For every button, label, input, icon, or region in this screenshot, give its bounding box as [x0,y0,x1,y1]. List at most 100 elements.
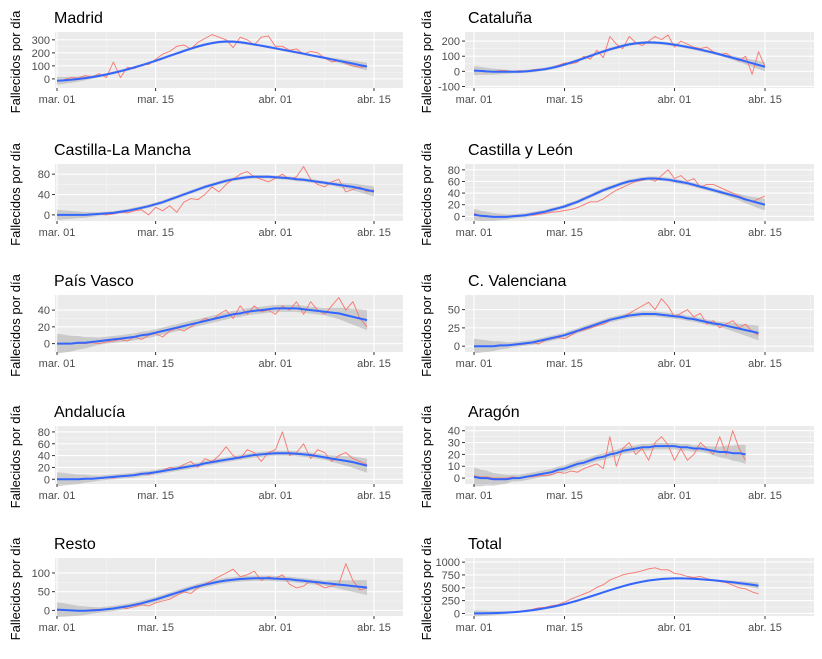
y-tick-label: 100 [32,568,50,580]
x-tick-label: mar. 01 [39,358,76,370]
y-tick-label: 750 [442,570,460,582]
panel-title: Total [468,536,502,553]
panel-title: Resto [54,536,96,553]
x-tick-label: mar. 15 [137,358,174,370]
y-tick-label: 200 [32,48,50,60]
y-tick-label: 80 [38,169,50,181]
y-tick-label: 40 [448,426,460,438]
y-tick-label: 20 [38,462,50,474]
x-tick-label: mar. 15 [546,227,583,239]
confidence-band [474,311,759,354]
plot-background [55,558,403,616]
y-tick-label: 40 [38,305,50,317]
confidence-band [57,304,367,354]
y-tick-label: 0 [454,211,460,223]
y-tick-label: 300 [32,35,50,47]
y-tick-label: 0 [454,341,460,353]
x-tick-label: mar. 15 [137,94,174,106]
x-tick-label: abr. 01 [259,490,293,502]
x-tick-label: abr. 15 [748,358,782,370]
x-tick-label: mar. 15 [137,490,174,502]
y-axis-label: Fallecidos por día [419,273,434,376]
x-tick-label: abr. 01 [658,227,692,239]
y-tick-label: 40 [38,190,50,202]
y-axis-label: Fallecidos por día [8,537,23,640]
x-tick-label: abr. 15 [357,94,391,106]
y-axis-label: Fallecidos por día [8,273,23,376]
x-tick-label: mar. 01 [39,227,76,239]
y-tick-label: 100 [442,51,460,63]
y-tick-label: 20 [448,449,460,461]
x-tick-label: mar. 15 [137,227,174,239]
panel-title: Castilla y León [468,142,573,159]
x-tick-label: abr. 01 [259,94,293,106]
plot-background [465,295,814,352]
x-tick-label: mar. 15 [137,622,174,634]
plot-background [465,558,814,616]
panel-pais-vasco: 0 20 40 mar. 01 mar. 15 abr. 01 abr. 15 País Va… [8,273,403,377]
y-tick-label: 0 [454,608,460,620]
trend-line [56,40,368,82]
panel-title: C. Valenciana [468,273,567,290]
plot-background [55,164,403,221]
y-tick-label: 10 [448,461,460,473]
trend-line [473,445,746,481]
y-axis-label: Fallecidos por día [419,142,434,245]
y-tick-label: 0 [44,210,50,222]
y-tick-label: 0 [454,473,460,485]
x-tick-label: abr. 01 [658,490,692,502]
y-tick-label: 200 [442,36,460,48]
y-axis-label: Fallecidos por día [419,10,434,113]
trend-line [57,452,368,481]
x-tick-label: mar. 01 [456,94,493,106]
panel-title: Madrid [54,10,103,27]
y-tick-label: 50 [448,305,460,317]
y-tick-label: 80 [38,427,50,439]
y-tick-label: 80 [448,165,460,177]
x-tick-label: mar. 15 [546,358,583,370]
x-tick-label: abr. 01 [658,94,692,106]
trend-line [57,307,368,345]
y-tick-label: 20 [448,200,460,212]
y-tick-label: 500 [442,583,460,595]
x-tick-label: mar. 01 [39,94,76,106]
x-tick-label: abr. 01 [259,622,293,634]
x-tick-label: abr. 01 [658,358,692,370]
plot-background [465,164,814,221]
plot-background [465,426,814,484]
observed-line [56,34,368,82]
x-tick-label: abr. 15 [748,490,782,502]
panel-cataluna: -100 0 100 200 mar. 01 mar. 15 abr. 01 abr. 15 C… [419,10,814,113]
y-tick-label: 0 [44,339,50,351]
panel-castilla-la-mancha: 0 40 80 mar. 01 mar. 15 abr. 01 abr. 15 Castill… [8,142,403,246]
trend-line [474,577,759,615]
y-tick-label: 1000 [436,557,460,569]
trend-line [57,175,375,216]
y-tick-label: 0 [44,474,50,486]
y-tick-label: 100 [32,61,50,73]
y-axis-label: Fallecidos por día [8,405,23,508]
y-tick-label: 250 [442,596,460,608]
confidence-band [57,450,367,487]
x-tick-label: mar. 01 [39,622,76,634]
confidence-band [474,40,765,76]
x-tick-label: mar. 15 [546,94,583,106]
x-tick-label: mar. 01 [456,490,493,502]
panel-title: Castilla-La Mancha [54,142,191,159]
plot-background [55,295,403,352]
trend-line [473,177,766,218]
x-tick-label: abr. 15 [357,490,391,502]
x-tick-label: abr. 15 [748,622,782,634]
panel-title: País Vasco [54,273,134,290]
panel-title: Aragón [468,404,520,421]
x-tick-label: abr. 15 [357,358,391,370]
x-tick-label: mar. 01 [39,490,76,502]
y-axis-label: Fallecidos por día [419,537,434,640]
y-tick-label: -100 [438,81,460,93]
panel-title: Andalucía [54,404,125,421]
x-tick-label: abr. 01 [259,227,293,239]
